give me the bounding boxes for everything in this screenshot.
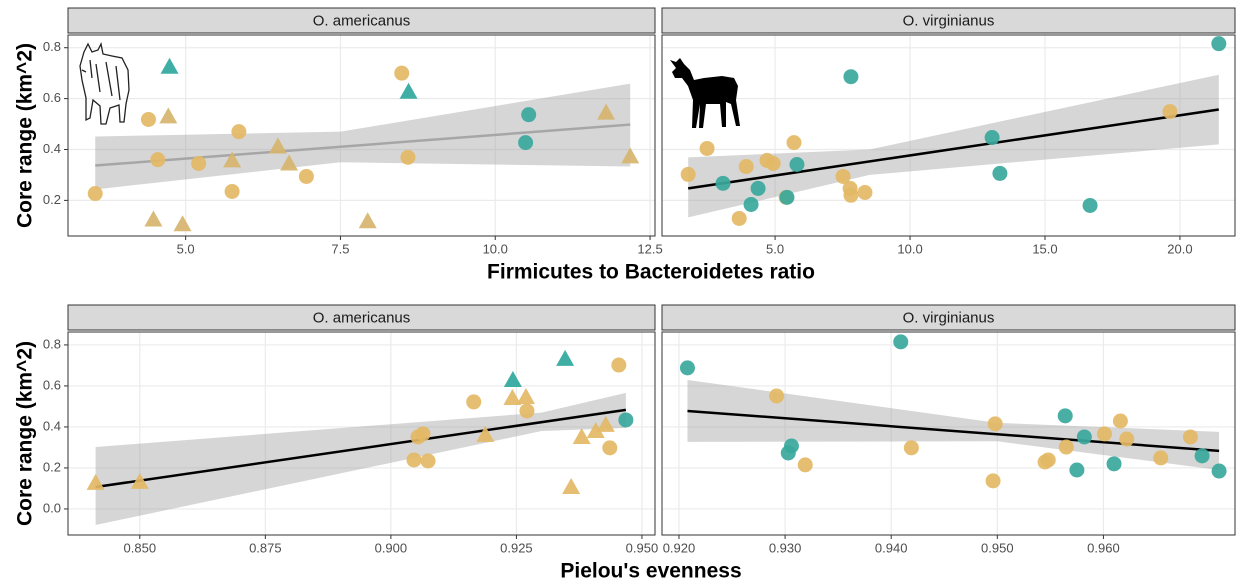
point (893, 334, 908, 349)
y-tick-label: 0.0 (43, 500, 61, 515)
point (521, 107, 536, 122)
point (518, 135, 533, 150)
point (1058, 408, 1073, 423)
point (985, 130, 1000, 145)
point (681, 167, 696, 182)
point (744, 197, 759, 212)
point (1212, 464, 1227, 479)
point (904, 440, 919, 455)
y-tick-label: 0.4 (43, 141, 61, 156)
point (466, 394, 481, 409)
x-tick-label: 15.0 (1032, 241, 1057, 256)
x-tick-label: 0.875 (249, 540, 282, 555)
x-tick-label: 10.0 (483, 241, 508, 256)
y-tick-label: 0.2 (43, 459, 61, 474)
point (225, 184, 240, 199)
x-tick-label: 0.900 (375, 540, 408, 555)
point (781, 445, 796, 460)
y-axis-label: Core range (km^2) (14, 341, 37, 526)
point (857, 185, 872, 200)
y-tick-label: 0.8 (43, 336, 61, 351)
x-tick-label: 5.0 (177, 241, 195, 256)
point (769, 388, 784, 403)
point (602, 440, 617, 455)
x-tick-label: 0.930 (769, 540, 802, 555)
point (1211, 36, 1226, 51)
panel-title: O. virginianus (903, 309, 995, 326)
point (141, 112, 156, 127)
point (88, 186, 103, 201)
page: {"chart_data": [ {"type": "scatter", "ti… (0, 0, 1244, 585)
point (394, 66, 409, 81)
point (843, 188, 858, 203)
y-tick-label: 0.6 (43, 90, 61, 105)
point (680, 360, 695, 375)
point (1162, 104, 1177, 119)
point (739, 159, 754, 174)
point (843, 69, 858, 84)
point (715, 176, 730, 191)
point (618, 412, 633, 427)
point (299, 169, 314, 184)
point (519, 403, 534, 418)
point (1153, 450, 1168, 465)
point (986, 473, 1001, 488)
point (1113, 413, 1128, 428)
point (786, 135, 801, 150)
x-tick-label: 0.920 (663, 540, 696, 555)
point (1195, 448, 1210, 463)
point (416, 426, 431, 441)
point (700, 141, 715, 156)
point (779, 190, 794, 205)
x-tick-label: 0.850 (124, 540, 157, 555)
point (611, 358, 626, 373)
y-tick-label: 0.4 (43, 418, 61, 433)
x-axis-label: Firmicutes to Bacteroidetes ratio (487, 261, 815, 284)
x-tick-label: 0.925 (500, 540, 533, 555)
point (992, 166, 1007, 181)
y-tick-label: 0.2 (43, 192, 61, 207)
point (988, 416, 1003, 431)
x-tick-label: 0.950 (981, 540, 1014, 555)
point (1097, 426, 1112, 441)
x-tick-label: 0.950 (626, 540, 659, 555)
point (400, 150, 415, 165)
point (751, 181, 766, 196)
x-tick-label: 10.0 (897, 241, 922, 256)
x-tick-label: 7.5 (331, 241, 349, 256)
point (1183, 429, 1198, 444)
x-axis-label: Pielou's evenness (560, 560, 741, 583)
point (421, 453, 436, 468)
point (1059, 440, 1074, 455)
point (406, 452, 421, 467)
point (1107, 456, 1122, 471)
chart: O. americanus 0.2 0.4 0.6 0.8 5.0 7.5 10.0 12.5 C… (0, 0, 1244, 585)
y-tick-label: 0.6 (43, 377, 61, 392)
x-tick-label: 0.960 (1087, 540, 1120, 555)
point (231, 124, 246, 139)
point (766, 156, 781, 171)
point (1069, 462, 1084, 477)
x-tick-label: 20.0 (1167, 241, 1192, 256)
point (798, 457, 813, 472)
point (1077, 429, 1092, 444)
panel-title: O. americanus (313, 12, 411, 29)
point (191, 156, 206, 171)
y-axis-label: Core range (km^2) (14, 43, 37, 228)
panel-title: O. virginianus (903, 12, 995, 29)
panel-title: O. americanus (313, 309, 411, 326)
point (150, 152, 165, 167)
point (1083, 198, 1098, 213)
point (1041, 452, 1056, 467)
x-tick-label: 0.940 (875, 540, 908, 555)
point (732, 211, 747, 226)
point (789, 157, 804, 172)
x-tick-label: 5.0 (766, 241, 784, 256)
point (1119, 432, 1134, 447)
x-tick-label: 12.5 (637, 241, 662, 256)
y-tick-label: 0.8 (43, 39, 61, 54)
